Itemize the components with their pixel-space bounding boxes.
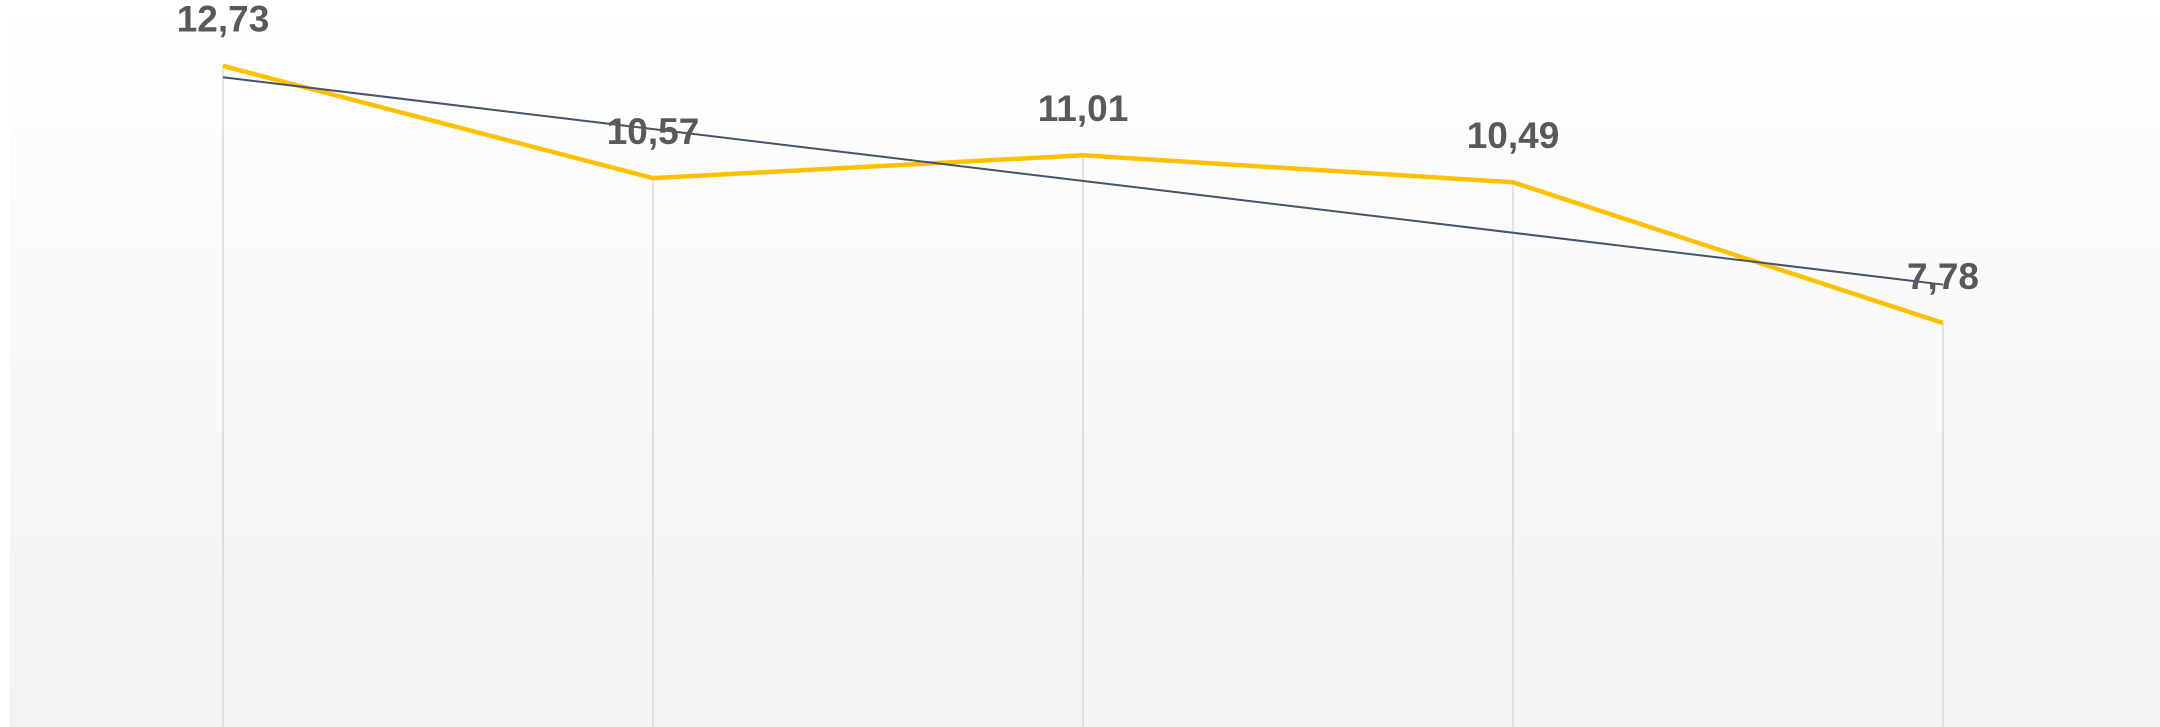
data-label: 11,01 bbox=[1038, 88, 1129, 129]
data-label: 10,57 bbox=[607, 111, 700, 152]
plot-background bbox=[10, 0, 2160, 727]
data-label: 10,49 bbox=[1467, 115, 1560, 156]
data-label: 12,73 bbox=[177, 0, 270, 40]
data-line bbox=[222, 63, 1944, 326]
trend-line bbox=[222, 76, 1944, 286]
data-label: 7,78 bbox=[1907, 256, 1979, 297]
